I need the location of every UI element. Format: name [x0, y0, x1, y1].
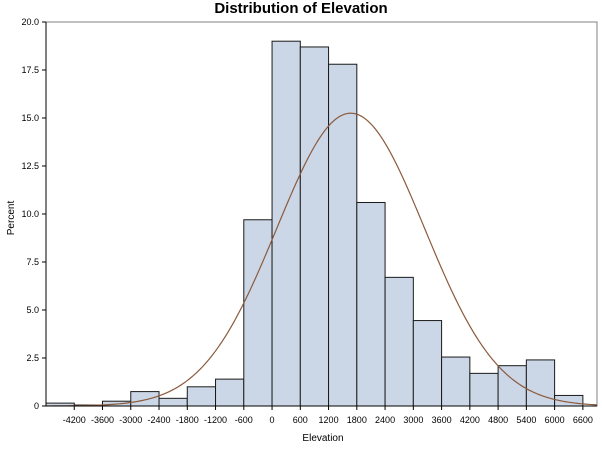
x-tick-label-18: 6600 [573, 415, 593, 425]
x-tick-label-14: 4200 [460, 415, 480, 425]
y-tick-label-0: 0 [34, 401, 39, 411]
x-tick-label-2: -3000 [119, 415, 142, 425]
x-axis-label: Elevation [302, 433, 343, 444]
y-tick-label-5: 12.5 [21, 161, 39, 171]
x-tick-label-8: 600 [293, 415, 308, 425]
bar-12 [384, 276, 414, 407]
bar-9 [299, 46, 330, 407]
x-axis: -4200 -3600 -3000 -2400 -1800 -1200 -600 0 600 12… [46, 405, 597, 425]
x-tick-label-7: 0 [270, 415, 275, 425]
x-tick-label-0: -4200 [63, 415, 86, 425]
bar-15 [469, 372, 499, 407]
bar-4 [158, 397, 188, 407]
bars-group [45, 40, 584, 407]
bar-8 [271, 40, 301, 407]
bar-14 [441, 356, 471, 407]
bar-11 [356, 201, 386, 407]
x-tick-label-1: -3600 [91, 415, 114, 425]
x-tick-label-4: -1800 [176, 415, 199, 425]
x-tick-label-6: -600 [235, 415, 253, 425]
bar-13 [412, 320, 443, 407]
chart-title: Distribution of Elevation [214, 0, 387, 17]
y-tick-label-8: 20.0 [21, 17, 39, 27]
x-tick-label-16: 5400 [516, 415, 536, 425]
y-tick-label-7: 17.5 [21, 65, 39, 75]
y-axis-label: Percent [6, 201, 17, 236]
y-tick-label-1: 2.5 [26, 353, 39, 363]
bar-7 [243, 219, 273, 407]
y-tick-label-4: 10.0 [21, 209, 39, 219]
y-tick-label-2: 5.0 [26, 305, 39, 315]
y-axis: 0 2.5 5.0 7.5 10.0 12.5 15.0 17.5 20.0 [21, 17, 47, 411]
x-tick-label-11: 2400 [375, 415, 395, 425]
y-tick-label-3: 7.5 [26, 257, 39, 267]
x-tick-label-5: -1200 [204, 415, 227, 425]
x-tick-label-12: 3000 [403, 415, 423, 425]
x-tick-label-9: 1200 [319, 415, 339, 425]
bar-17 [525, 359, 556, 407]
x-tick-label-15: 4800 [488, 415, 508, 425]
x-tick-label-13: 3600 [432, 415, 452, 425]
bar-3 [130, 391, 160, 407]
x-tick-label-3: -2400 [148, 415, 171, 425]
x-tick-label-17: 6000 [545, 415, 565, 425]
bar-6 [215, 378, 245, 407]
x-tick-label-10: 1800 [347, 415, 367, 425]
bar-5 [186, 386, 217, 407]
y-tick-label-6: 15.0 [21, 113, 39, 123]
normal-density-curve [45, 112, 598, 407]
